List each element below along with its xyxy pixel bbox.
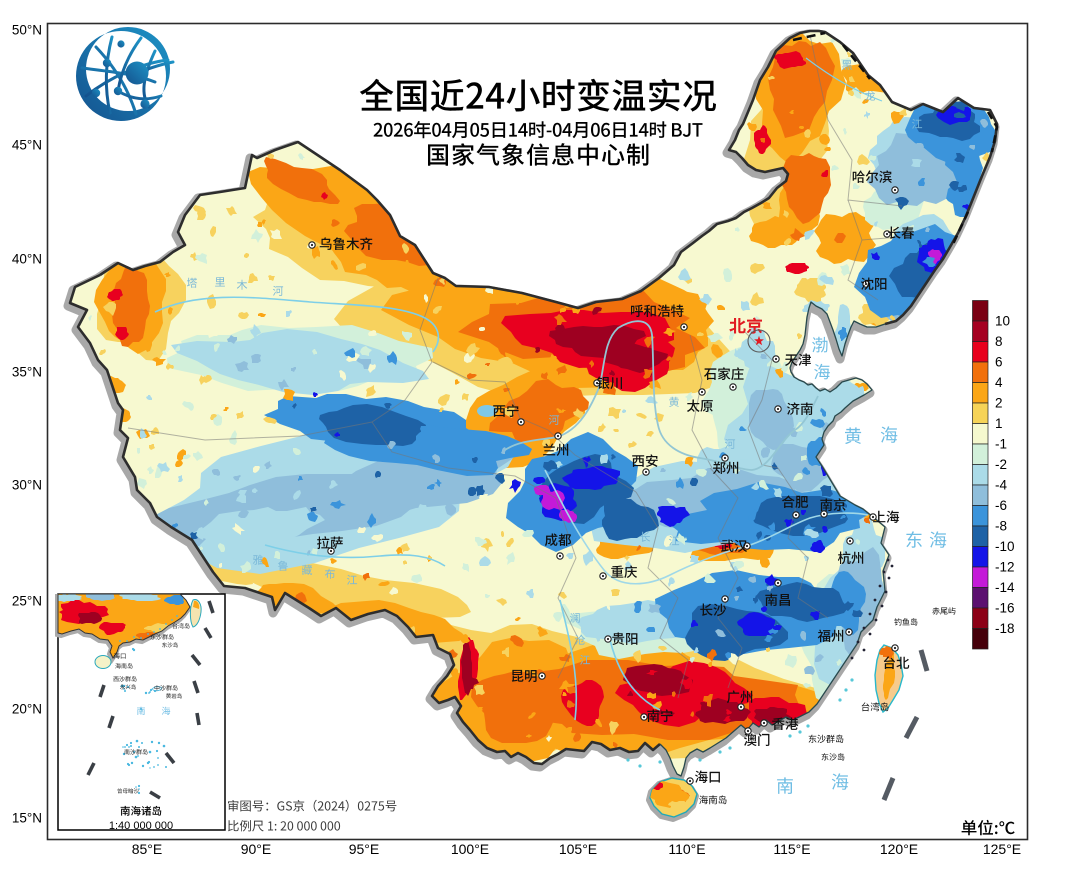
svg-text:10: 10	[995, 314, 1010, 329]
svg-text:1: 1	[995, 416, 1003, 431]
svg-text:120°E: 120°E	[880, 841, 918, 857]
svg-text:2: 2	[995, 396, 1003, 411]
svg-text:115°E: 115°E	[773, 841, 810, 857]
svg-text:-12: -12	[995, 560, 1015, 575]
svg-text:6: 6	[995, 355, 1003, 370]
svg-text:4: 4	[995, 375, 1003, 390]
svg-text:85°E: 85°E	[132, 841, 163, 857]
svg-text:45°N: 45°N	[12, 138, 42, 153]
svg-text:125°E: 125°E	[983, 841, 1021, 857]
svg-text:-18: -18	[995, 621, 1015, 636]
svg-text:-8: -8	[995, 519, 1007, 534]
svg-text:-16: -16	[995, 601, 1015, 616]
svg-text:-2: -2	[995, 457, 1007, 472]
svg-text:35°N: 35°N	[12, 365, 42, 380]
svg-text:1:40 000 000: 1:40 000 000	[109, 820, 173, 832]
svg-text:-10: -10	[995, 539, 1015, 554]
svg-text:25°N: 25°N	[12, 594, 42, 609]
svg-text:-1: -1	[995, 437, 1007, 452]
svg-text:-14: -14	[995, 580, 1015, 595]
svg-text:30°N: 30°N	[12, 478, 42, 493]
svg-text:110°E: 110°E	[668, 841, 705, 857]
svg-text:90°E: 90°E	[241, 841, 272, 857]
svg-text:-4: -4	[995, 478, 1007, 493]
svg-text:50°N: 50°N	[12, 23, 42, 38]
svg-text:20°N: 20°N	[12, 702, 42, 717]
svg-text:15°N: 15°N	[12, 811, 42, 826]
svg-text:40°N: 40°N	[12, 252, 42, 267]
svg-text:95°E: 95°E	[349, 841, 380, 857]
svg-text:-6: -6	[995, 498, 1007, 513]
svg-text:105°E: 105°E	[559, 841, 597, 857]
svg-text:8: 8	[995, 334, 1003, 349]
svg-text:100°E: 100°E	[451, 841, 489, 857]
